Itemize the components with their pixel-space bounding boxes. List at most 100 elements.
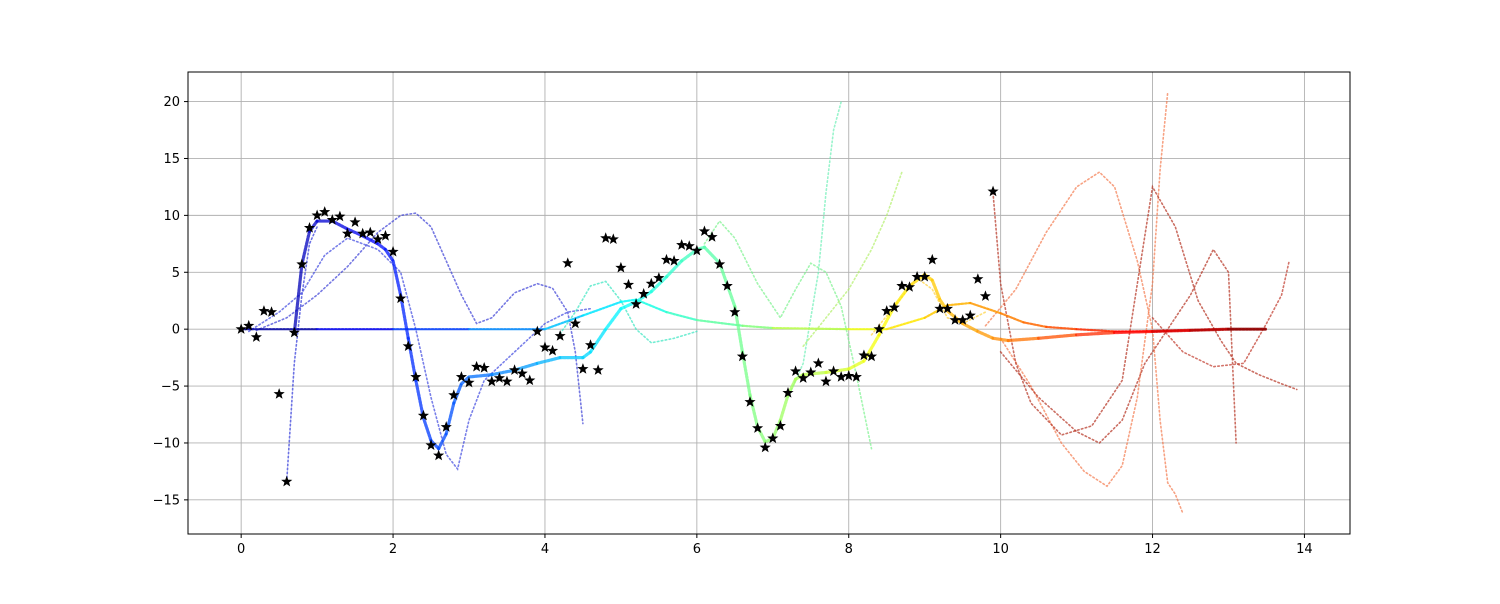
observation-point (600, 232, 612, 243)
observation-point (615, 261, 627, 273)
y-tick-label: 5 (172, 266, 180, 281)
observation-point (410, 371, 422, 382)
observation-point (433, 449, 445, 461)
observation-point (714, 258, 726, 270)
observation-point (919, 270, 931, 282)
mean-curve-segment (771, 326, 850, 331)
observation-point (509, 364, 521, 375)
posterior-curve-segment (421, 416, 433, 443)
observation-point (736, 350, 748, 362)
observation-point (865, 350, 878, 362)
sample-path (255, 212, 584, 425)
observation-point (311, 209, 323, 221)
posterior-curve-segment (391, 259, 403, 297)
sample-path (248, 237, 592, 471)
x-tick-label: 4 (541, 542, 549, 557)
observation-point (805, 366, 817, 378)
observation-point (471, 360, 483, 372)
observation-point (706, 231, 718, 242)
posterior-curve-segment (930, 278, 942, 302)
sample-paths (248, 91, 1298, 515)
observation-point (972, 273, 984, 284)
observation-point (721, 280, 733, 291)
posterior-curve-segment (1037, 333, 1079, 340)
observation-point (319, 206, 331, 217)
mean-curve-segment (946, 301, 972, 307)
observation-point (774, 420, 786, 431)
observation-point (698, 225, 711, 237)
observation-point (463, 376, 475, 388)
observation-point (752, 422, 764, 433)
x-axis-ticks: 0 2 4 6 8 10 12 14 (237, 534, 1313, 557)
posterior-curve-segment (414, 378, 426, 420)
posterior-curve-segment (399, 293, 410, 340)
mean-curve-segment (1075, 328, 1116, 333)
sample-path (703, 219, 873, 450)
observation-point (660, 253, 673, 265)
sample-path (285, 226, 318, 483)
x-tick-label: 0 (237, 542, 245, 557)
observation-points (235, 185, 999, 487)
posterior-curve-segment (664, 259, 684, 279)
sample-path (559, 280, 698, 344)
observation-point (554, 330, 566, 341)
observation-point (357, 227, 369, 239)
observation-point (478, 362, 490, 373)
sample-path (992, 184, 1298, 436)
posterior-curve-segment (847, 359, 866, 371)
x-tick-label: 8 (845, 542, 853, 557)
observation-point (820, 375, 832, 387)
observation-point (827, 365, 840, 377)
observation-point (744, 396, 756, 407)
observation-point (622, 278, 635, 290)
posterior-curve-segment (437, 432, 448, 451)
observation-point (341, 227, 354, 239)
observation-point (577, 363, 589, 374)
observation-point (265, 306, 278, 317)
posterior-curve-segment (1112, 329, 1155, 335)
observation-point (941, 302, 954, 314)
observation-point (926, 253, 938, 265)
y-tick-label: 0 (172, 323, 180, 338)
x-tick-label: 6 (693, 542, 701, 557)
observation-point (881, 305, 893, 316)
mean-curve-segment (695, 318, 744, 327)
posterior-curve-segment (1006, 336, 1041, 343)
y-tick-label: 15 (163, 152, 180, 167)
sample-path (1151, 260, 1290, 368)
observation-point (364, 226, 376, 238)
observation-point (964, 309, 976, 321)
observation-point (903, 281, 916, 292)
observation-point (281, 475, 293, 487)
y-tick-label: 20 (163, 95, 180, 110)
observation-point (402, 340, 414, 351)
observation-point (349, 216, 361, 227)
observation-point (645, 277, 657, 289)
posterior-curve-segment (535, 356, 562, 365)
mean-curve-segment (741, 324, 774, 330)
mean-curve-segment (1022, 321, 1048, 328)
observation-point (379, 230, 392, 241)
y-tick-label: −10 (153, 436, 180, 451)
posterior-curve-segment (604, 307, 623, 331)
observation-point (767, 432, 779, 444)
observation-point (417, 409, 430, 421)
posterior-curve-segment (680, 247, 699, 263)
observation-point (516, 367, 528, 379)
observation-point (683, 240, 695, 251)
x-tick-label: 10 (992, 542, 1009, 557)
observation-point (653, 272, 665, 283)
posterior-curve-segment (1188, 327, 1231, 332)
sample-path (984, 171, 1184, 515)
observation-point (243, 319, 255, 331)
observation-point (569, 317, 581, 329)
grid (188, 72, 1350, 534)
posterior-curve-segment (459, 375, 471, 386)
posterior-curve-segment (1074, 330, 1117, 337)
plot-area-frame (187, 71, 1351, 535)
observation-point (630, 298, 642, 309)
observation-point (395, 292, 407, 304)
posterior-curve-segment (961, 321, 980, 334)
